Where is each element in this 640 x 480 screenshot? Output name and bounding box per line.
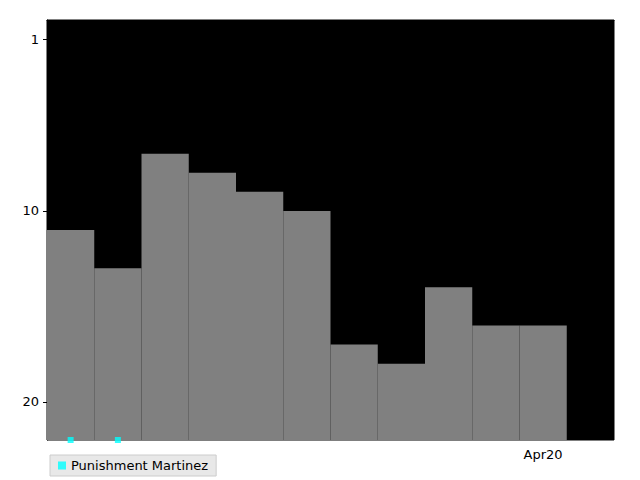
- svg-text:Punishment Martinez: Punishment Martinez: [71, 458, 208, 473]
- svg-text:Apr20: Apr20: [524, 447, 563, 462]
- svg-text:20: 20: [22, 394, 39, 409]
- svg-text:10: 10: [22, 203, 39, 218]
- svg-text:1: 1: [31, 32, 39, 47]
